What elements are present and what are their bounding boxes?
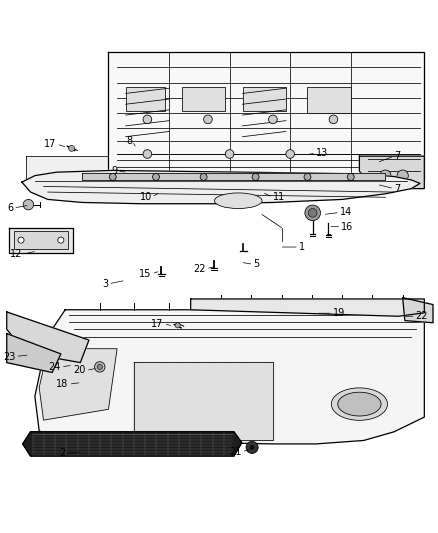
- Text: 19: 19: [332, 308, 345, 318]
- Text: 7: 7: [394, 151, 400, 161]
- Polygon shape: [191, 299, 424, 316]
- Text: 6: 6: [7, 203, 13, 213]
- Bar: [182, 87, 225, 111]
- Bar: [243, 87, 286, 111]
- Circle shape: [23, 199, 34, 210]
- Circle shape: [175, 323, 180, 328]
- Text: 8: 8: [126, 136, 132, 146]
- Text: 18: 18: [57, 379, 69, 389]
- Text: 3: 3: [102, 279, 109, 289]
- Text: 13: 13: [316, 148, 328, 158]
- Circle shape: [246, 441, 258, 454]
- Circle shape: [143, 150, 152, 158]
- Text: 21: 21: [230, 447, 242, 457]
- Text: 22: 22: [416, 311, 428, 321]
- Text: 23: 23: [3, 351, 15, 361]
- Circle shape: [97, 364, 102, 369]
- Text: 11: 11: [273, 192, 285, 202]
- Polygon shape: [26, 156, 109, 180]
- Circle shape: [225, 150, 234, 158]
- Text: 17: 17: [152, 319, 164, 329]
- Polygon shape: [109, 52, 424, 180]
- Text: 10: 10: [139, 192, 152, 202]
- Text: 15: 15: [139, 269, 152, 279]
- Ellipse shape: [215, 193, 262, 208]
- Text: 12: 12: [10, 249, 22, 260]
- Circle shape: [268, 115, 277, 124]
- Polygon shape: [9, 228, 73, 253]
- Text: 5: 5: [254, 260, 260, 269]
- Circle shape: [152, 173, 159, 180]
- Text: 16: 16: [341, 222, 353, 232]
- Polygon shape: [82, 173, 385, 180]
- Circle shape: [397, 170, 408, 181]
- Text: 20: 20: [74, 365, 86, 375]
- Text: 24: 24: [49, 362, 61, 372]
- Text: 2: 2: [59, 448, 65, 458]
- Polygon shape: [360, 156, 424, 189]
- Circle shape: [252, 173, 259, 180]
- Ellipse shape: [331, 388, 388, 421]
- Circle shape: [200, 173, 207, 180]
- Circle shape: [69, 146, 75, 151]
- Polygon shape: [23, 432, 242, 456]
- Circle shape: [305, 205, 321, 221]
- Circle shape: [18, 237, 24, 243]
- Polygon shape: [39, 349, 117, 420]
- Bar: [14, 231, 68, 249]
- Text: 1: 1: [299, 242, 305, 252]
- Circle shape: [380, 170, 391, 181]
- Circle shape: [143, 115, 152, 124]
- Circle shape: [110, 173, 116, 180]
- Polygon shape: [134, 362, 273, 440]
- Bar: [307, 87, 351, 113]
- Circle shape: [286, 150, 294, 158]
- Ellipse shape: [338, 392, 381, 416]
- Circle shape: [249, 445, 255, 450]
- Text: 7: 7: [394, 183, 400, 193]
- Polygon shape: [35, 310, 424, 444]
- Circle shape: [58, 237, 64, 243]
- Polygon shape: [7, 312, 89, 362]
- Bar: [126, 87, 165, 111]
- Text: 9: 9: [111, 166, 117, 176]
- Text: 14: 14: [340, 207, 352, 217]
- Circle shape: [95, 362, 105, 372]
- Polygon shape: [7, 334, 61, 373]
- Polygon shape: [403, 297, 433, 323]
- Circle shape: [308, 208, 317, 217]
- Circle shape: [204, 115, 212, 124]
- Polygon shape: [22, 171, 420, 204]
- Circle shape: [329, 115, 338, 124]
- Text: 22: 22: [193, 264, 206, 273]
- Circle shape: [347, 173, 354, 180]
- Text: 17: 17: [44, 139, 57, 149]
- Circle shape: [304, 173, 311, 180]
